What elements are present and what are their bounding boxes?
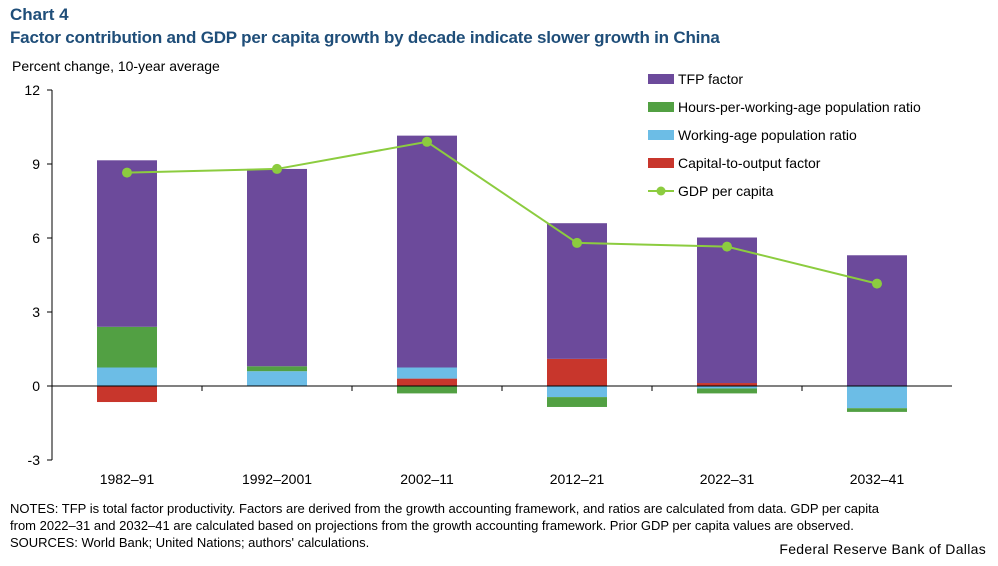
gdp-per-capita-point bbox=[722, 241, 732, 252]
bar-segment bbox=[97, 326, 157, 368]
y-tick-label: 3 bbox=[32, 304, 40, 320]
legend-swatch-marker bbox=[656, 186, 666, 196]
legend: TFP factor Hours-per-working-age populati… bbox=[648, 71, 921, 199]
gdp-per-capita-line bbox=[126, 140, 878, 285]
bar-segment bbox=[397, 378, 457, 386]
bar-segment bbox=[547, 386, 607, 398]
bar-layer bbox=[97, 135, 907, 412]
bar-segment bbox=[397, 135, 457, 368]
source-credit: Federal Reserve Bank of Dallas bbox=[779, 541, 986, 557]
bar-segment bbox=[547, 397, 607, 407]
bar-segment bbox=[847, 408, 907, 412]
bar-segment bbox=[697, 386, 757, 389]
gdp-per-capita-point bbox=[272, 163, 282, 174]
x-tick-label: 1982–91 bbox=[100, 471, 155, 487]
bar-segment bbox=[697, 383, 757, 386]
legend-label: GDP per capita bbox=[678, 183, 774, 199]
bar-segment bbox=[97, 160, 157, 327]
y-axis-label: Percent change, 10-year average bbox=[12, 58, 220, 74]
y-tick-label: 12 bbox=[24, 82, 40, 98]
bar-segment bbox=[397, 386, 457, 394]
gdp-per-capita-point bbox=[122, 167, 132, 178]
x-tick-label: 1992–2001 bbox=[242, 471, 312, 487]
sources-line: SOURCES: World Bank; United Nations; aut… bbox=[10, 535, 370, 550]
bar-segment bbox=[547, 358, 607, 386]
gdp-per-capita-point bbox=[572, 237, 582, 248]
x-tick-label: 2022–31 bbox=[700, 471, 755, 487]
bar-segment bbox=[847, 255, 907, 386]
legend-label: Working-age population ratio bbox=[678, 127, 857, 143]
notes: NOTES: TFP is total factor productivity.… bbox=[10, 500, 990, 551]
y-tick-label: 0 bbox=[32, 378, 40, 394]
y-tick-label: -3 bbox=[28, 452, 41, 468]
bar-segment bbox=[97, 386, 157, 403]
legend-swatch bbox=[648, 130, 674, 140]
bar-segment bbox=[247, 168, 307, 367]
y-tick-label: 6 bbox=[32, 230, 40, 246]
bar-segment bbox=[247, 366, 307, 372]
chart-number: Chart 4 bbox=[10, 5, 69, 24]
legend-label: TFP factor bbox=[678, 71, 743, 87]
x-tick-label: 2002–11 bbox=[400, 471, 454, 487]
x-tick-label: 2012–21 bbox=[550, 471, 605, 487]
bar-segment bbox=[247, 371, 307, 386]
legend-label: Hours-per-working-age population ratio bbox=[678, 99, 921, 115]
legend-swatch bbox=[648, 102, 674, 112]
stacked-bar-line-chart: -3 0 3 6 9 12 1982–91 1992–2001 2002–11 2012–21 20… bbox=[24, 71, 952, 487]
legend-swatch bbox=[648, 74, 674, 84]
legend-label: Capital-to-output factor bbox=[678, 155, 821, 171]
x-tick-label: 2032–41 bbox=[850, 471, 905, 487]
chart-title: Factor contribution and GDP per capita g… bbox=[10, 28, 720, 47]
notes-line: from 2022–31 and 2032–41 are calculated … bbox=[10, 518, 854, 533]
bar-segment bbox=[847, 386, 907, 409]
axes-layer: -3 0 3 6 9 12 1982–91 1992–2001 2002–11 2012–21 20… bbox=[24, 82, 952, 487]
bar-segment bbox=[397, 367, 457, 379]
gdp-line-layer bbox=[122, 136, 882, 289]
notes-line: NOTES: TFP is total factor productivity.… bbox=[10, 501, 879, 516]
bar-segment bbox=[697, 237, 757, 384]
bar-segment bbox=[97, 367, 157, 386]
gdp-per-capita-point bbox=[422, 136, 432, 147]
legend-swatch bbox=[648, 158, 674, 168]
gdp-per-capita-point bbox=[872, 278, 882, 289]
bar-segment bbox=[697, 388, 757, 394]
y-tick-label: 9 bbox=[32, 156, 40, 172]
